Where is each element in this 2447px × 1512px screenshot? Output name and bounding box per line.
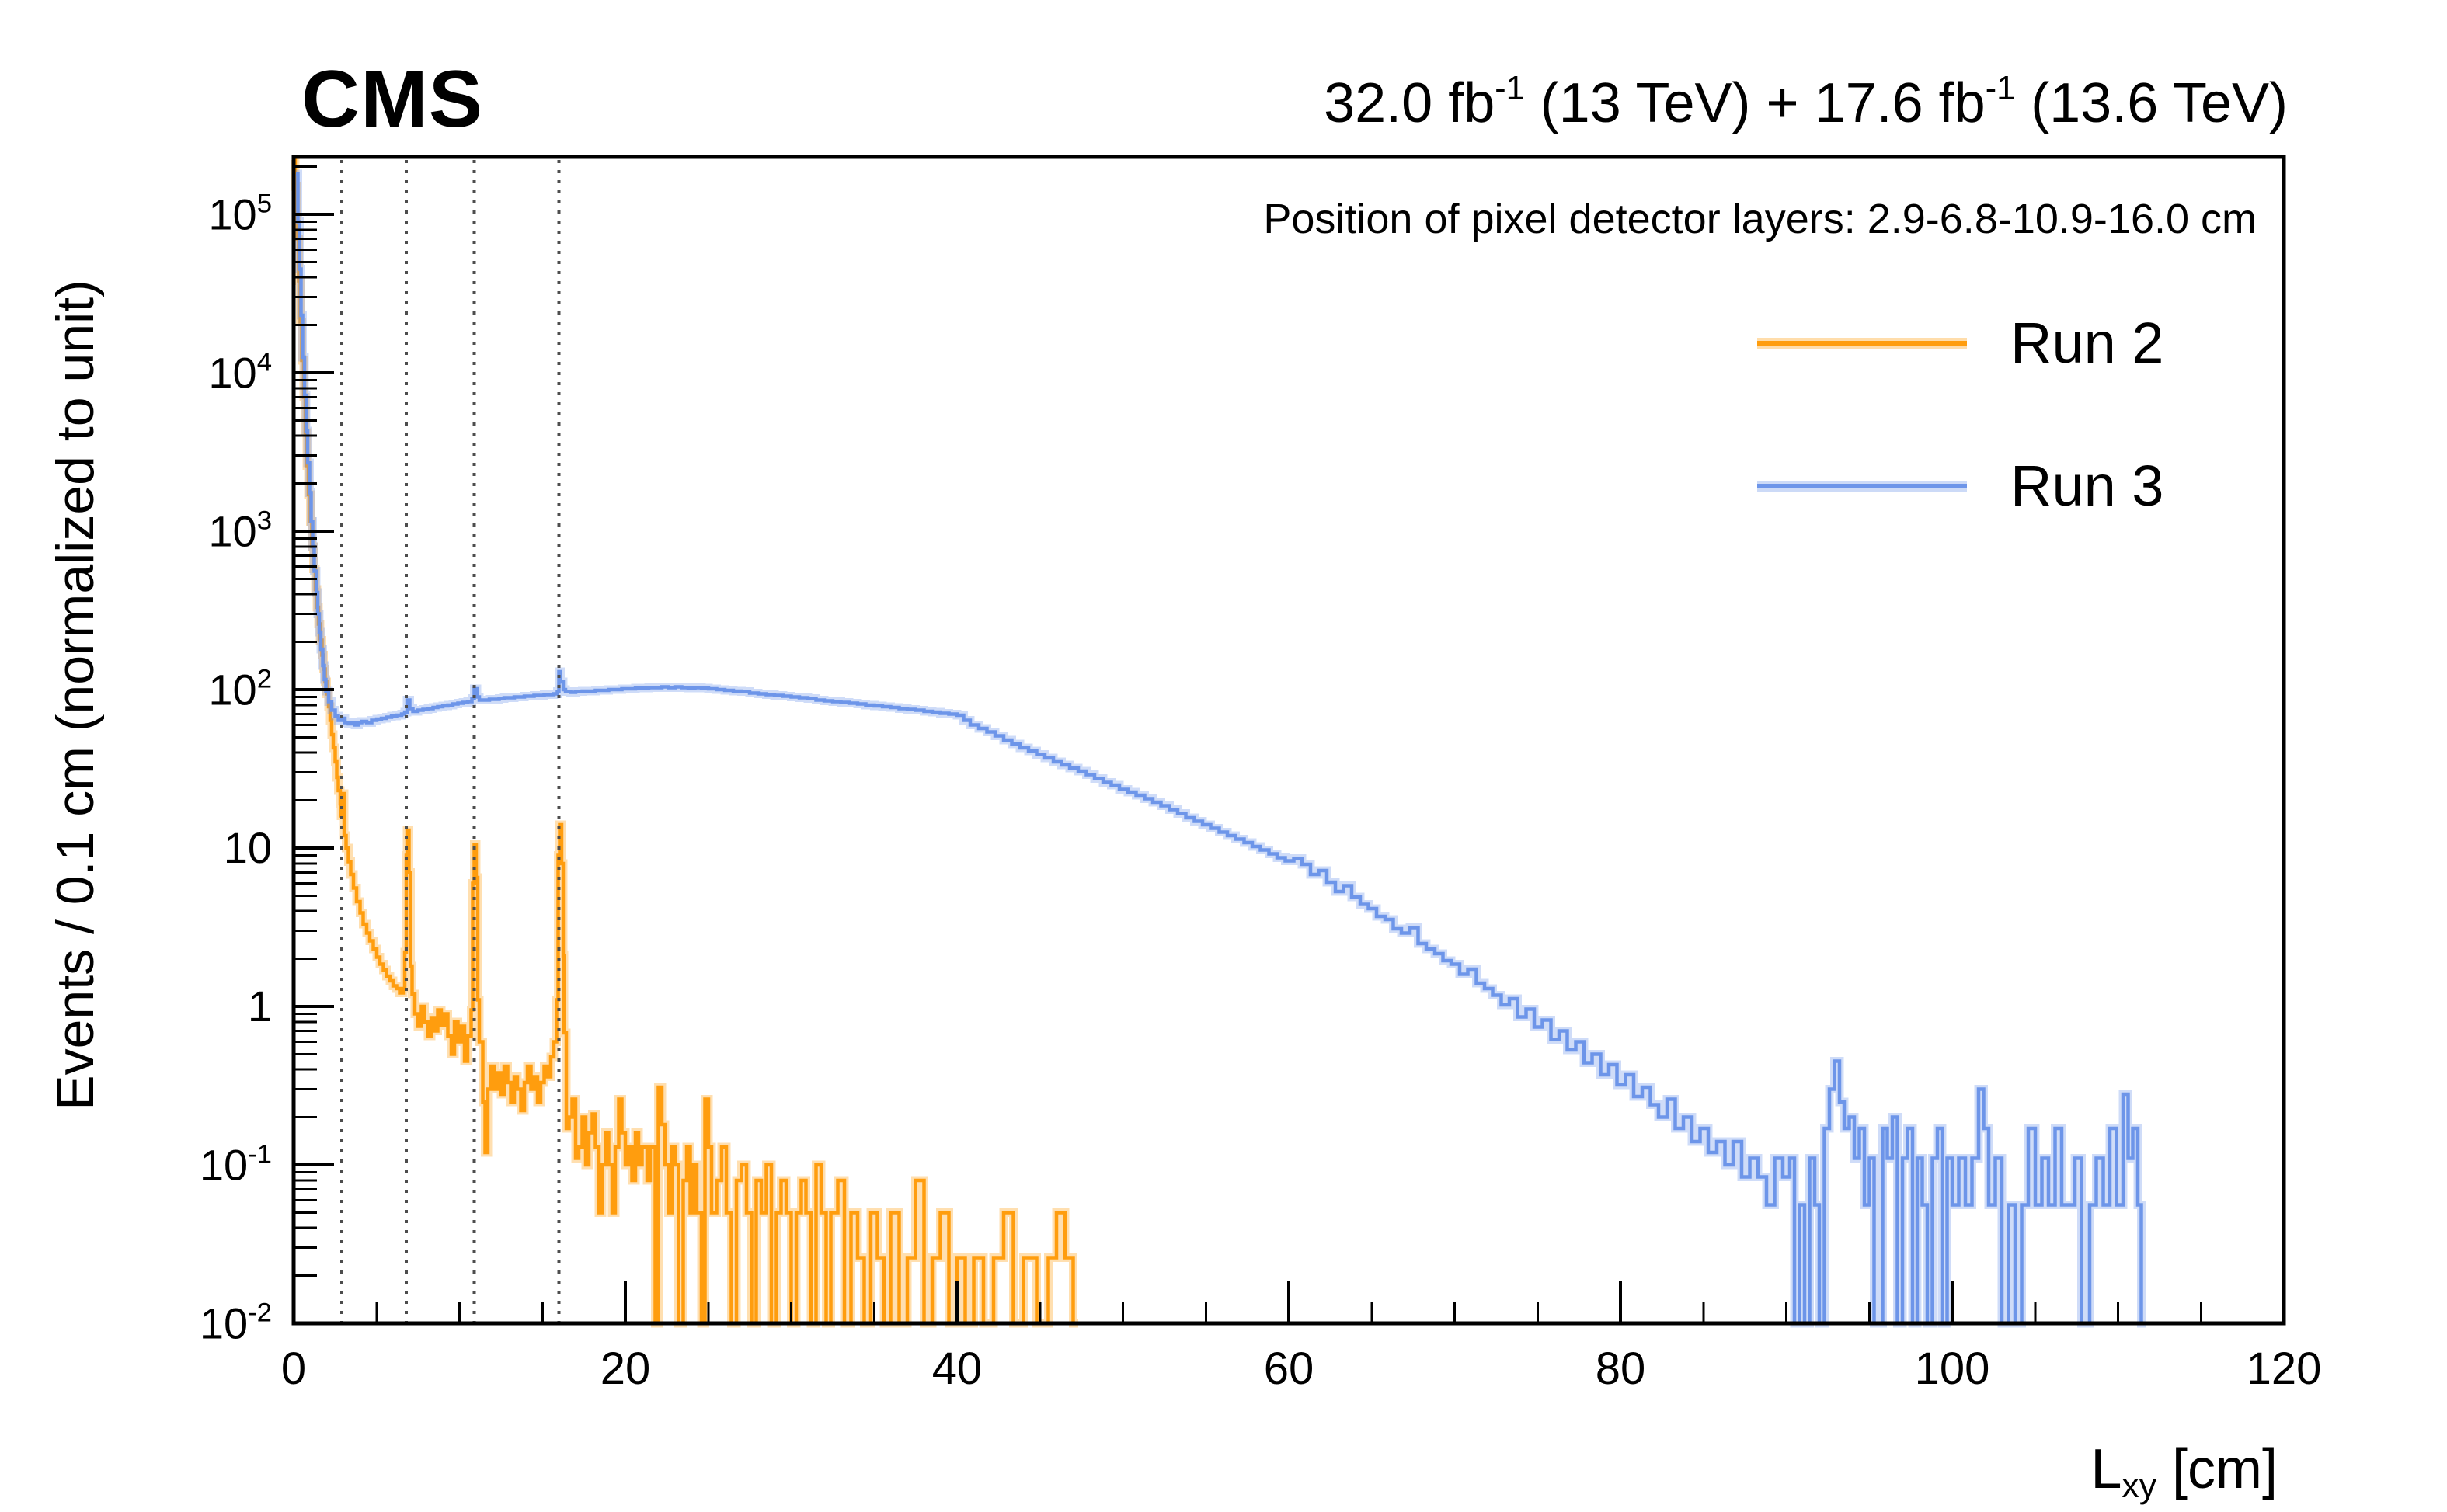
y-tick-label: 10-1 [199,1139,272,1190]
y-tick-label: 104 [208,347,272,398]
y-tick-base: 10 [208,189,257,239]
x-title-unit: [cm] [2156,1438,2278,1500]
x-tick-label: 60 [1263,1343,1314,1394]
y-tick-base: 10 [199,1298,249,1348]
y-tick-label: 103 [208,506,272,556]
x-title-subscript: xy [2122,1467,2156,1506]
x-tick-label: 40 [931,1343,983,1394]
y-tick-label: 102 [208,664,272,714]
legend-label-run3: Run 3 [2010,454,2164,518]
x-tick-label: 80 [1595,1343,1646,1394]
x-tick-label: 120 [2246,1343,2322,1394]
x-title-main: L [2090,1438,2122,1500]
y-tick-base: 10 [208,506,257,556]
x-tick-label: 0 [280,1343,307,1394]
y-tick-base: 10 [208,348,257,398]
lumi-part-1: 32.0 fb [1324,72,1495,134]
y-tick-label: 105 [208,191,272,237]
y-tick-label: 10 [224,826,272,870]
y-axis-title: Events / 0.1 cm (normalized to unit) [46,280,105,1111]
y-tick-exponent: 3 [256,506,272,536]
y-tick-exponent: 5 [256,189,272,219]
lumi-part-3: (13.6 TeV) [2015,72,2288,134]
lumi-part-2: (13 TeV) + 17.6 fb [1524,72,1986,134]
experiment-label: CMS [301,54,484,144]
y-tick-label: 1 [248,985,272,1028]
x-tick-label: 20 [600,1343,651,1394]
run3-swatch-core [1757,484,1967,488]
y-tick-exponent: 2 [256,664,272,694]
x-axis-title: Lxy [cm] [2090,1438,2278,1503]
lumi-sup-2: -1 [1985,69,2016,107]
legend-entry-run2: Run 2 [1757,312,2163,374]
y-tick-base: 10 [208,665,257,714]
y-tick-base: 10 [223,823,272,872]
y-tick-label: 10-2 [200,1300,272,1346]
y-tick-exponent: -2 [248,1298,272,1328]
y-tick-exponent: 4 [256,347,272,377]
y-tick-base: 10 [199,1140,249,1190]
legend-label-run2: Run 2 [2010,311,2164,375]
detector-layers-annotation: Position of pixel detector layers: 2.9-6… [1263,196,2257,242]
run2-swatch-core [1757,341,1967,346]
series-line-run-3 [296,172,2146,1326]
y-tick-exponent: -1 [248,1139,272,1170]
lumi-sup-1: -1 [1495,69,1525,107]
x-tick-label: 100 [1914,1343,1990,1394]
legend-entry-run3: Run 3 [1757,455,2163,517]
y-tick-base: 1 [247,982,272,1031]
luminosity-label: 32.0 fb-1 (13 TeV) + 17.6 fb-1 (13.6 TeV… [1324,71,2288,134]
run3-line-swatch [1757,480,1967,492]
series-line-run-2 [293,158,1078,1326]
run2-line-swatch [1757,337,1967,349]
